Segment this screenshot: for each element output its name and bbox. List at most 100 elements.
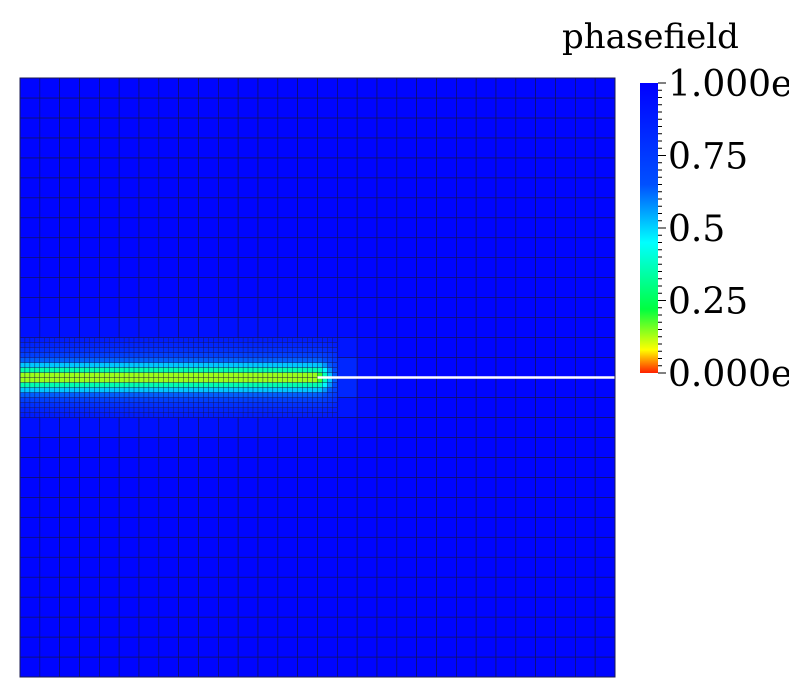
mesh-cell-1094 bbox=[257, 407, 264, 413]
mesh-cell-984 bbox=[218, 177, 239, 199]
mesh-cell-178 bbox=[39, 97, 60, 119]
mesh-cell-29 bbox=[19, 392, 26, 398]
mesh-cell-1433 bbox=[317, 197, 338, 219]
mesh-cell-1629 bbox=[456, 477, 477, 498]
mesh-cell-1254 bbox=[277, 177, 298, 199]
mesh-cell-174 bbox=[39, 177, 60, 199]
mesh-cell-672 bbox=[173, 387, 179, 393]
mesh-cell-925 bbox=[233, 412, 239, 418]
mesh-cell-1649 bbox=[456, 77, 477, 99]
mesh-cell-364 bbox=[99, 576, 120, 598]
mesh-cell-167 bbox=[39, 317, 60, 338]
mesh-cell-303 bbox=[84, 392, 90, 398]
mesh-cell-1844 bbox=[594, 377, 616, 398]
mesh-cell-1112 bbox=[257, 377, 264, 383]
mesh-cell-794 bbox=[193, 347, 199, 353]
mesh-cell-52 bbox=[24, 357, 31, 363]
mesh-cell-1191 bbox=[287, 412, 293, 418]
mesh-cell-1406 bbox=[327, 357, 333, 363]
mesh-cell-1642 bbox=[456, 217, 477, 239]
mesh-cell-492 bbox=[133, 387, 140, 393]
mesh-cell-795 bbox=[193, 342, 199, 348]
mesh-cell-1389 bbox=[327, 382, 333, 388]
mesh-cell-1324 bbox=[297, 337, 303, 343]
mesh-cell-498 bbox=[118, 357, 125, 363]
mesh-cell-1851 bbox=[594, 237, 616, 258]
mesh-cell-855 bbox=[198, 372, 204, 378]
mesh-cell-1747 bbox=[535, 516, 556, 538]
mesh-cell-80 bbox=[19, 257, 41, 278]
mesh-cell-891 bbox=[198, 237, 219, 258]
mesh-cell-126 bbox=[44, 377, 50, 383]
mesh-cell-595 bbox=[148, 362, 155, 368]
mesh-cell-1746 bbox=[535, 536, 556, 558]
mesh-cell-1147 bbox=[262, 342, 269, 348]
mesh-cell-1045 bbox=[247, 362, 254, 368]
mesh-cell-1718 bbox=[515, 496, 536, 518]
mesh-cell-1227 bbox=[292, 372, 298, 378]
mesh-cell-1241 bbox=[287, 342, 293, 348]
mesh-cell-261 bbox=[59, 237, 80, 258]
mesh-cell-1735 bbox=[515, 157, 536, 179]
mesh-cell-133 bbox=[54, 382, 60, 388]
mesh-cell-1291 bbox=[297, 382, 303, 388]
mesh-cell-1200 bbox=[277, 387, 283, 393]
mesh-cell-629 bbox=[138, 77, 160, 99]
mesh-cell-1210 bbox=[287, 377, 293, 383]
mesh-cell-18 bbox=[24, 407, 31, 413]
mesh-cell-417 bbox=[114, 372, 120, 378]
mesh-cell-1152 bbox=[267, 337, 274, 343]
mesh-cell-1673 bbox=[475, 197, 497, 219]
mesh-cell-1175 bbox=[277, 556, 298, 578]
mesh-cell-1162 bbox=[257, 217, 279, 239]
mesh-cell-554 bbox=[138, 407, 145, 413]
mesh-cell-1726 bbox=[515, 337, 536, 358]
mesh-cell-1360 bbox=[317, 457, 338, 478]
mesh-cell-2 bbox=[19, 616, 41, 638]
mesh-cell-1752 bbox=[535, 417, 556, 438]
mesh-cell-34 bbox=[24, 387, 31, 393]
mesh-cell-1059 bbox=[247, 352, 254, 358]
mesh-cell-1687 bbox=[495, 516, 517, 538]
mesh-cell-155 bbox=[44, 352, 50, 358]
mesh-cell-580 bbox=[148, 377, 155, 383]
mesh-cell-1154 bbox=[272, 347, 279, 353]
mesh-cell-1682 bbox=[495, 616, 517, 638]
mesh-cell-784 bbox=[178, 337, 184, 343]
mesh-cell-1417 bbox=[322, 342, 328, 348]
mesh-cell-952 bbox=[223, 357, 229, 363]
mesh-cell-61 bbox=[19, 352, 26, 358]
mesh-cell-1582 bbox=[416, 217, 437, 239]
mesh-cell-960 bbox=[233, 357, 239, 363]
mesh-cell-1524 bbox=[376, 177, 398, 199]
mesh-cell-564 bbox=[148, 397, 155, 403]
mesh-cell-345 bbox=[94, 342, 100, 348]
mesh-cell-1189 bbox=[282, 402, 288, 408]
mesh-cell-1140 bbox=[272, 357, 279, 363]
mesh-cell-312 bbox=[94, 387, 100, 393]
mesh-cell-386 bbox=[114, 407, 120, 413]
mesh-cell-800 bbox=[178, 257, 199, 278]
mesh-cell-1530 bbox=[396, 656, 417, 678]
mesh-cell-1078 bbox=[237, 97, 259, 119]
mesh-cell-951 bbox=[223, 362, 229, 368]
mesh-cell-1337 bbox=[297, 317, 318, 338]
mesh-cell-931 bbox=[218, 382, 224, 388]
mesh-cell-1769 bbox=[535, 77, 556, 99]
mesh-cell-1138 bbox=[272, 367, 279, 373]
mesh-cell-1350 bbox=[317, 656, 338, 678]
mesh-cell-21 bbox=[29, 412, 36, 418]
mesh-cell-1326 bbox=[302, 347, 308, 353]
mesh-cell-197 bbox=[64, 412, 70, 418]
mesh-cell-807 bbox=[178, 117, 199, 139]
mesh-cell-1484 bbox=[356, 377, 378, 398]
mesh-cell-1852 bbox=[594, 217, 616, 239]
mesh-cell-1285 bbox=[312, 412, 318, 418]
mesh-cell-321 bbox=[84, 362, 90, 368]
mesh-cell-1225 bbox=[287, 362, 293, 368]
mesh-cell-485 bbox=[123, 382, 130, 388]
mesh-cell-789 bbox=[188, 352, 194, 358]
mesh-cell-762 bbox=[193, 387, 199, 393]
mesh-cell-1318 bbox=[312, 367, 318, 373]
mesh-cell-760 bbox=[188, 377, 194, 383]
